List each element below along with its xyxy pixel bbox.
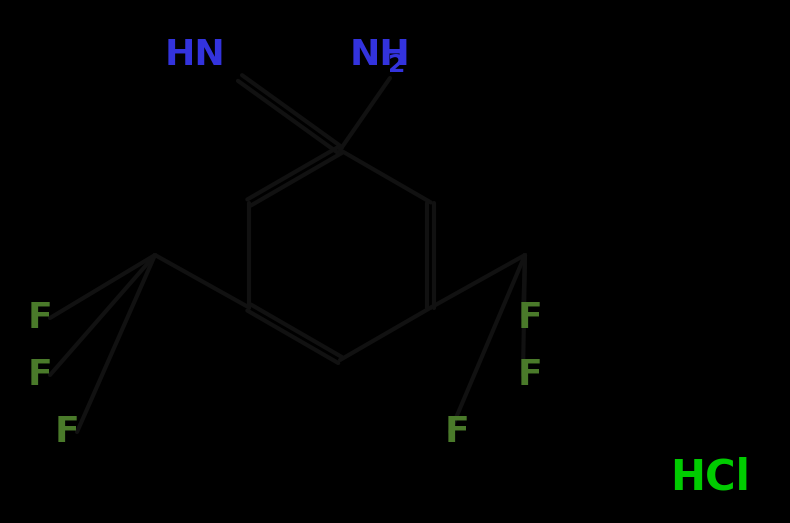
Text: 2: 2 bbox=[388, 53, 405, 77]
Text: F: F bbox=[518, 358, 543, 392]
Text: F: F bbox=[518, 301, 543, 335]
Text: F: F bbox=[28, 358, 53, 392]
Text: HN: HN bbox=[164, 38, 225, 72]
Text: F: F bbox=[445, 415, 470, 449]
Text: F: F bbox=[28, 301, 53, 335]
Text: HCl: HCl bbox=[670, 457, 750, 499]
Text: F: F bbox=[55, 415, 80, 449]
Text: NH: NH bbox=[350, 38, 411, 72]
